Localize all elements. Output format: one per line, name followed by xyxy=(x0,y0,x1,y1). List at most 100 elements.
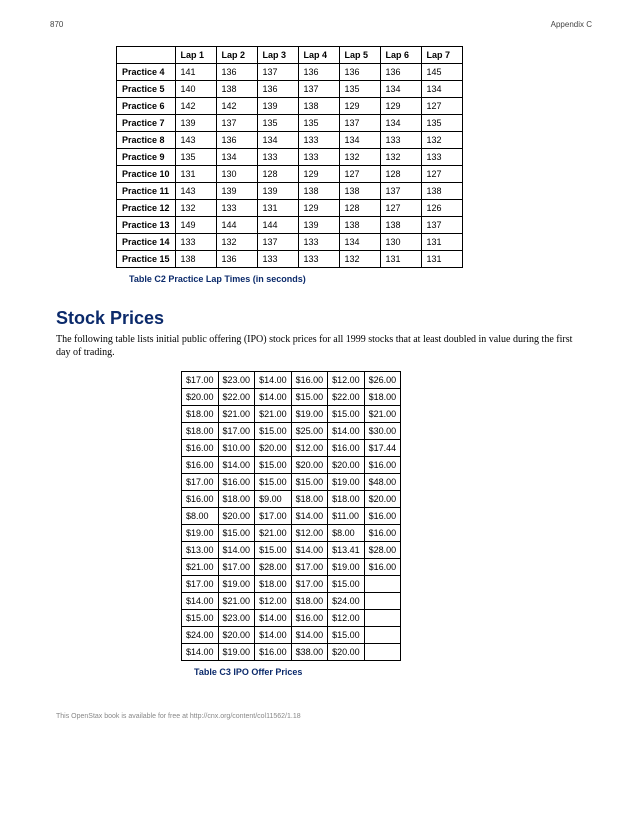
row-header-cell: Practice 15 xyxy=(117,251,176,268)
lap-time-cell: 130 xyxy=(380,234,421,251)
lap-time-cell: 144 xyxy=(257,217,298,234)
table-row: Practice 7139137135135137134135 xyxy=(117,115,463,132)
row-header-cell: Practice 12 xyxy=(117,200,176,217)
table-row: Practice 13149144144139138138137 xyxy=(117,217,463,234)
lap-time-cell: 141 xyxy=(175,64,216,81)
ipo-price-cell: $8.00 xyxy=(328,525,365,542)
lap-time-cell: 128 xyxy=(257,166,298,183)
ipo-price-cell: $11.00 xyxy=(328,508,365,525)
lap-time-cell: 136 xyxy=(216,251,257,268)
ipo-price-cell: $21.00 xyxy=(182,559,219,576)
lap-table-header: Lap 2 xyxy=(216,47,257,64)
ipo-price-cell: $12.00 xyxy=(291,440,328,457)
lap-time-cell: 134 xyxy=(380,81,421,98)
ipo-price-cell: $24.00 xyxy=(328,593,365,610)
lap-time-cell: 132 xyxy=(339,251,380,268)
row-header-cell: Practice 11 xyxy=(117,183,176,200)
lap-time-cell: 149 xyxy=(175,217,216,234)
ipo-price-cell: $15.00 xyxy=(291,474,328,491)
lap-time-cell: 133 xyxy=(298,234,339,251)
ipo-price-cell: $20.00 xyxy=(255,440,292,457)
page-header: Appendix C xyxy=(551,20,592,29)
lap-time-cell: 131 xyxy=(257,200,298,217)
ipo-price-cell: $22.00 xyxy=(218,389,255,406)
table-row: $19.00$15.00$21.00$12.00$8.00$16.00 xyxy=(182,525,401,542)
ipo-price-cell xyxy=(364,627,401,644)
ipo-price-cell: $8.00 xyxy=(182,508,219,525)
ipo-price-cell: $15.00 xyxy=(328,406,365,423)
ipo-price-cell: $17.00 xyxy=(255,508,292,525)
lap-time-cell: 139 xyxy=(298,217,339,234)
ipo-price-cell: $20.00 xyxy=(328,644,365,661)
ipo-price-cell: $17.00 xyxy=(182,474,219,491)
table-row: $24.00$20.00$14.00$14.00$15.00 xyxy=(182,627,401,644)
lap-time-cell: 133 xyxy=(175,234,216,251)
table-row: Practice 6142142139138129129127 xyxy=(117,98,463,115)
lap-time-cell: 136 xyxy=(257,81,298,98)
ipo-price-cell: $14.00 xyxy=(218,457,255,474)
ipo-price-cell: $24.00 xyxy=(182,627,219,644)
row-header-cell: Practice 14 xyxy=(117,234,176,251)
ipo-price-cell: $19.00 xyxy=(291,406,328,423)
ipo-price-cell: $14.00 xyxy=(255,389,292,406)
lap-time-cell: 131 xyxy=(175,166,216,183)
ipo-price-cell: $19.00 xyxy=(182,525,219,542)
lap-time-cell: 139 xyxy=(175,115,216,132)
row-header-cell: Practice 6 xyxy=(117,98,176,115)
ipo-price-cell: $12.00 xyxy=(255,593,292,610)
lap-time-cell: 138 xyxy=(421,183,462,200)
lap-time-cell: 137 xyxy=(257,64,298,81)
table-row: $16.00$10.00$20.00$12.00$16.00$17.44 xyxy=(182,440,401,457)
ipo-price-cell: $14.00 xyxy=(182,644,219,661)
row-header-cell: Practice 13 xyxy=(117,217,176,234)
ipo-price-cell: $10.00 xyxy=(218,440,255,457)
lap-time-cell: 127 xyxy=(339,166,380,183)
lap-table-header xyxy=(117,47,176,64)
ipo-price-cell: $16.00 xyxy=(364,559,401,576)
lap-time-cell: 138 xyxy=(175,251,216,268)
ipo-price-cell: $16.00 xyxy=(364,508,401,525)
ipo-price-cell: $16.00 xyxy=(182,491,219,508)
lap-time-cell: 139 xyxy=(257,183,298,200)
lap-table-header: Lap 4 xyxy=(298,47,339,64)
lap-time-cell: 139 xyxy=(216,183,257,200)
table-row: $14.00$19.00$16.00$38.00$20.00 xyxy=(182,644,401,661)
lap-time-cell: 134 xyxy=(339,132,380,149)
ipo-price-cell: $16.00 xyxy=(218,474,255,491)
lap-time-cell: 133 xyxy=(216,200,257,217)
table-row: Practice 15138136133133132131131 xyxy=(117,251,463,268)
row-header-cell: Practice 4 xyxy=(117,64,176,81)
lap-time-cell: 137 xyxy=(339,115,380,132)
lap-time-cell: 134 xyxy=(339,234,380,251)
lap-time-cell: 139 xyxy=(257,98,298,115)
ipo-price-cell: $18.00 xyxy=(291,491,328,508)
table-row: $17.00$19.00$18.00$17.00$15.00 xyxy=(182,576,401,593)
lap-time-cell: 130 xyxy=(216,166,257,183)
lap-time-cell: 133 xyxy=(257,149,298,166)
ipo-price-cell: $12.00 xyxy=(328,610,365,627)
lap-time-cell: 135 xyxy=(421,115,462,132)
ipo-price-cell: $26.00 xyxy=(364,372,401,389)
ipo-price-cell xyxy=(364,644,401,661)
ipo-price-cell: $15.00 xyxy=(255,423,292,440)
ipo-price-cell: $15.00 xyxy=(255,542,292,559)
lap-time-cell: 134 xyxy=(421,81,462,98)
lap-time-cell: 142 xyxy=(175,98,216,115)
lap-time-cell: 137 xyxy=(380,183,421,200)
ipo-price-cell xyxy=(364,576,401,593)
lap-time-cell: 133 xyxy=(421,149,462,166)
table-row: $14.00$21.00$12.00$18.00$24.00 xyxy=(182,593,401,610)
lap-time-cell: 135 xyxy=(257,115,298,132)
lap-time-cell: 138 xyxy=(298,98,339,115)
lap-time-cell: 129 xyxy=(298,166,339,183)
lap-time-cell: 133 xyxy=(298,149,339,166)
row-header-cell: Practice 7 xyxy=(117,115,176,132)
row-header-cell: Practice 9 xyxy=(117,149,176,166)
table-row: Practice 12132133131129128127126 xyxy=(117,200,463,217)
lap-time-cell: 137 xyxy=(298,81,339,98)
ipo-price-cell: $18.00 xyxy=(182,423,219,440)
row-header-cell: Practice 10 xyxy=(117,166,176,183)
ipo-price-cell: $14.00 xyxy=(255,610,292,627)
ipo-price-cell: $17.00 xyxy=(291,559,328,576)
table-row: Practice 9135134133133132132133 xyxy=(117,149,463,166)
